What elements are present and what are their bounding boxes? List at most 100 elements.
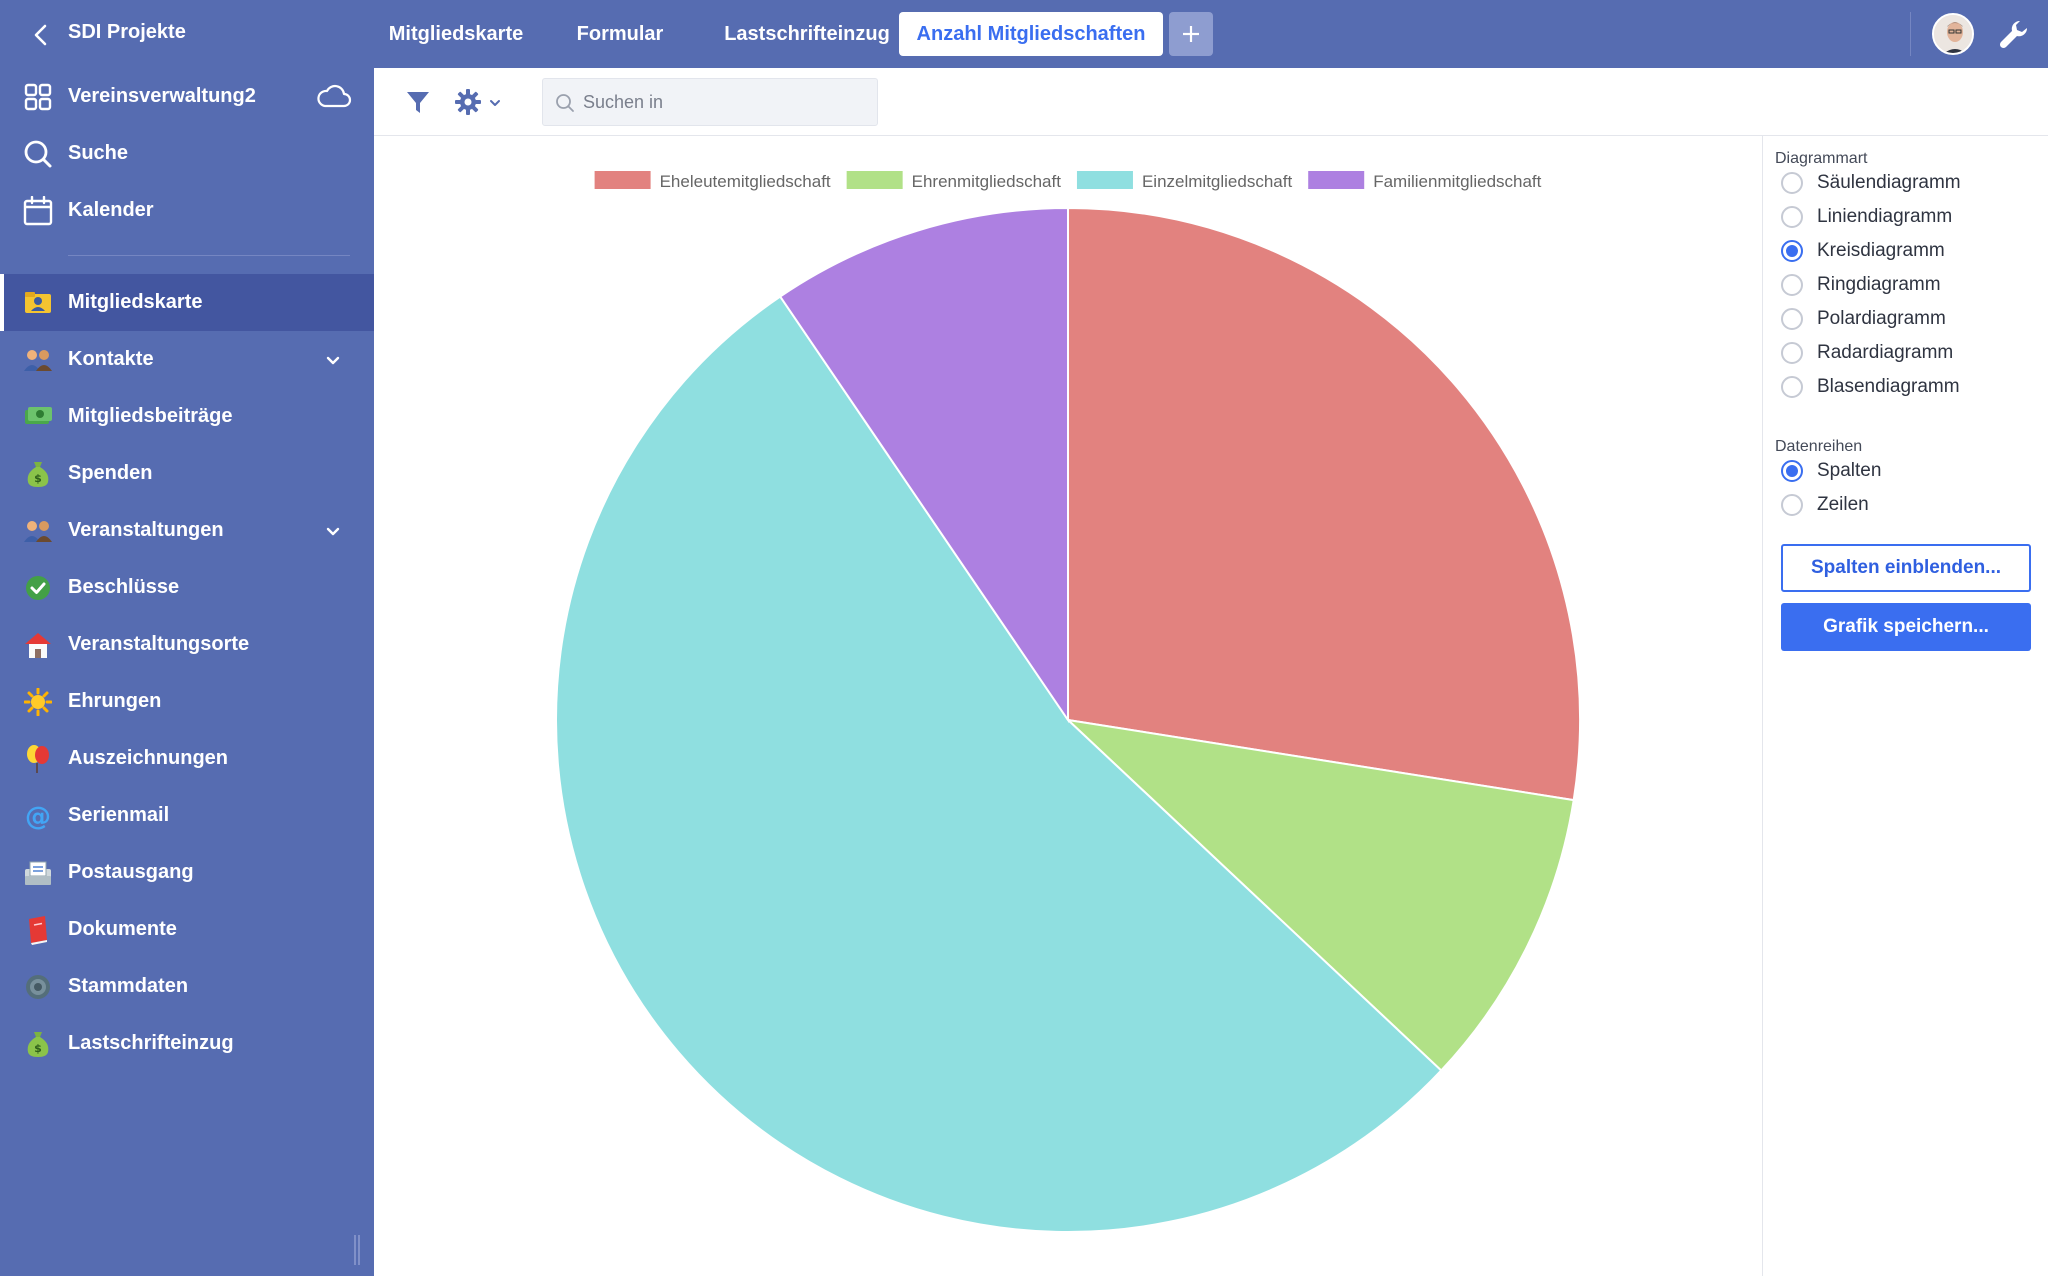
sidebar-item-label: Stammdaten xyxy=(68,975,189,997)
sidebar-item-veranstaltungsorte[interactable]: Veranstaltungsorte xyxy=(0,616,374,673)
radio-label: Liniendiagramm xyxy=(1817,206,1953,227)
sidebar-item-lastschrifteinzug[interactable]: $ Lastschrifteinzug xyxy=(0,1015,374,1072)
sidebar-item-serienmail[interactable]: @ Serienmail xyxy=(0,787,374,844)
chart-type-heading: Diagrammart xyxy=(1775,150,1868,167)
pie-slice-ehrenmitgliedschaft[interactable] xyxy=(1064,718,1575,1072)
cloud-icon[interactable] xyxy=(316,82,352,110)
sidebar-item-label: Spenden xyxy=(68,462,153,484)
search-field xyxy=(542,78,878,126)
radio-button[interactable] xyxy=(1781,342,1803,364)
sidebar-item-label: Ehrungen xyxy=(68,690,162,712)
calendar-icon xyxy=(22,195,54,227)
sidebar-item-label: Mitgliedsbeiträge xyxy=(68,405,233,427)
radio-polardiagramm[interactable]: Polardiagramm xyxy=(1781,304,1946,334)
avatar[interactable] xyxy=(1932,13,1974,55)
radio-spalten[interactable]: Spalten xyxy=(1781,456,1881,486)
sidebar-item-label: Suche xyxy=(68,142,129,164)
show-columns-button[interactable]: Spalten einblenden... xyxy=(1781,544,2031,592)
radio-radardiagramm[interactable]: Radardiagramm xyxy=(1781,338,1953,368)
tab-mitgliedskarte[interactable]: Mitgliedskarte xyxy=(388,22,524,45)
sidebar-item-label: Postausgang xyxy=(68,861,194,883)
filter-icon[interactable] xyxy=(404,88,432,116)
sidebar-item-dokumente[interactable]: Dokumente xyxy=(0,901,374,958)
chevron-down-icon[interactable] xyxy=(322,349,344,371)
legend-item-ehrenmitgliedschaft[interactable]: Ehrenmitgliedschaft xyxy=(846,171,1062,191)
chart-slices xyxy=(555,206,1581,1233)
svg-text:$: $ xyxy=(34,1042,42,1055)
legend-label: Ehrenmitgliedschaft xyxy=(912,172,1062,191)
radio-label: Ringdiagramm xyxy=(1817,274,1941,295)
radio-liniendiagramm[interactable]: Liniendiagramm xyxy=(1781,202,1952,232)
add-tab-button[interactable] xyxy=(1169,12,1213,56)
legend-item-familienmitgliedschaft[interactable]: Familienmitgliedschaft xyxy=(1308,171,1542,191)
at-icon: @ xyxy=(22,800,54,832)
sidebar-item-label: Serienmail xyxy=(68,804,170,826)
legend-swatch xyxy=(1308,171,1365,189)
radio-button[interactable] xyxy=(1781,206,1803,228)
sidebar-item-label: Kalender xyxy=(68,199,154,221)
resize-handle[interactable] xyxy=(352,1235,362,1265)
sidebar-item-label: Beschlüsse xyxy=(68,576,180,598)
radio-label: Blasendiagramm xyxy=(1817,376,1960,397)
sidebar-item-project[interactable]: Vereinsverwaltung2 xyxy=(0,68,374,125)
toolbar xyxy=(374,68,2048,136)
sidebar-item-mitgliedskarte[interactable]: Mitgliedskarte xyxy=(0,274,374,331)
radio-button[interactable] xyxy=(1781,274,1803,296)
sidebar-item-spenden[interactable]: $ Spenden xyxy=(0,445,374,502)
sidebar-item-ehrungen[interactable]: Ehrungen xyxy=(0,673,374,730)
sidebar-item-veranstaltungen[interactable]: Veranstaltungen xyxy=(0,502,374,559)
back-button[interactable] xyxy=(26,20,56,50)
search-input[interactable] xyxy=(583,79,873,125)
balloon-icon xyxy=(22,743,54,775)
sidebar-item-label: Kontakte xyxy=(68,348,154,370)
gear-icon[interactable] xyxy=(454,88,482,116)
legend-item-eheleutemitgliedschaft[interactable]: Eheleutemitgliedschaft xyxy=(594,171,831,191)
radio-label: Spalten xyxy=(1817,460,1882,481)
sidebar-item-label: Vereinsverwaltung2 xyxy=(68,85,256,107)
radio-button[interactable] xyxy=(1781,376,1803,398)
book-icon xyxy=(22,914,54,946)
search-icon xyxy=(22,138,54,170)
money-icon xyxy=(22,401,54,433)
legend-item-einzelmitgliedschaft[interactable]: Einzelmitgliedschaft xyxy=(1076,171,1293,191)
sidebar-item-label: Lastschrifteinzug xyxy=(68,1032,234,1054)
sidebar-item-label: Veranstaltungen xyxy=(68,519,224,541)
sidebar-item-calendar[interactable]: Kalender xyxy=(0,182,374,239)
sidebar-item-mitgliedsbeitraege[interactable]: Mitgliedsbeiträge xyxy=(0,388,374,445)
outbox-icon xyxy=(22,857,54,889)
radio-zeilen[interactable]: Zeilen xyxy=(1781,490,1869,520)
sidebar-item-postausgang[interactable]: Postausgang xyxy=(0,844,374,901)
radio-button[interactable] xyxy=(1781,460,1803,482)
radio-label: Polardiagramm xyxy=(1817,308,1946,329)
wrench-icon[interactable] xyxy=(1998,18,2030,50)
radio-kreisdiagramm[interactable]: Kreisdiagramm xyxy=(1781,236,1945,266)
chevron-down-icon[interactable] xyxy=(488,96,502,110)
chevron-down-icon[interactable] xyxy=(322,520,344,542)
sidebar-item-auszeichnungen[interactable]: Auszeichnungen xyxy=(0,730,374,787)
sidebar-item-beschluesse[interactable]: Beschlüsse xyxy=(0,559,374,616)
tab-formular[interactable]: Formular xyxy=(576,22,664,45)
sidebar-item-stammdaten[interactable]: Stammdaten xyxy=(0,958,374,1015)
tab-anzahl-mitgliedschaften[interactable]: Anzahl Mitgliedschaften xyxy=(899,12,1163,56)
radio-saeulendiagramm[interactable]: Säulendiagramm xyxy=(1781,168,1961,198)
radio-label: Kreisdiagramm xyxy=(1817,240,1945,261)
tab-lastschrifteinzug[interactable]: Lastschrifteinzug xyxy=(724,22,890,45)
legend-label: Einzelmitgliedschaft xyxy=(1142,172,1293,191)
radio-blasendiagramm[interactable]: Blasendiagramm xyxy=(1781,372,1960,402)
sidebar-item-search[interactable]: Suche xyxy=(0,125,374,182)
save-chart-button[interactable]: Grafik speichern... xyxy=(1781,603,2031,651)
radio-ringdiagramm[interactable]: Ringdiagramm xyxy=(1781,270,1941,300)
pie-slice-einzelmitgliedschaft[interactable] xyxy=(555,295,1443,1233)
radio-button[interactable] xyxy=(1781,240,1803,262)
radio-button[interactable] xyxy=(1781,308,1803,330)
pie-slice-eheleutemitgliedschaft[interactable] xyxy=(1067,206,1581,802)
chart-legend: Eheleutemitgliedschaft Ehrenmitgliedschaf… xyxy=(594,171,1542,191)
radio-button[interactable] xyxy=(1781,172,1803,194)
sidebar-item-label: Auszeichnungen xyxy=(68,747,229,769)
svg-text:@: @ xyxy=(25,802,51,830)
sidebar-item-kontakte[interactable]: Kontakte xyxy=(0,331,374,388)
pie-slice-familienmitgliedschaft[interactable] xyxy=(778,206,1069,724)
radio-button[interactable] xyxy=(1781,494,1803,516)
radio-label: Säulendiagramm xyxy=(1817,172,1961,193)
